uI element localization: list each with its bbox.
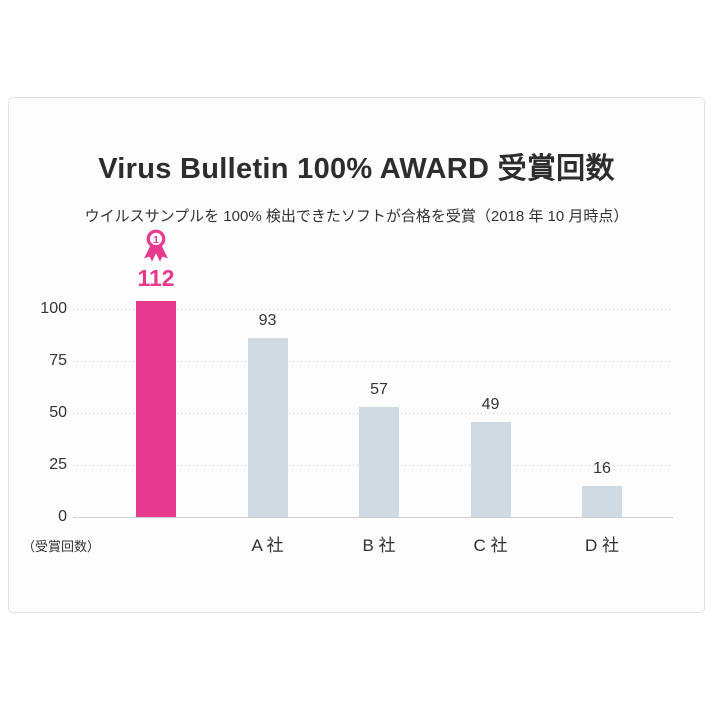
bar-value-label: 93	[258, 312, 277, 329]
bar	[582, 486, 622, 517]
y-tick-label: 100	[40, 300, 67, 318]
chart-subtitle: ウイルスサンプルを 100% 検出できたソフトが合格を受賞（2018 年 10 …	[84, 208, 629, 225]
x-category-label: D 社	[585, 536, 619, 555]
highlight-value-label: 112	[137, 265, 175, 291]
medal-rank-text: 1	[153, 235, 159, 246]
bar-value-label: 49	[481, 396, 500, 413]
y-tick-label: 25	[49, 456, 67, 474]
bar	[359, 407, 399, 517]
dotted-gridline	[73, 309, 673, 311]
x-category-label: B 社	[362, 536, 396, 555]
plot-area: 0 25 50 75 100 93 A 社 57 B 社 49 C 社 16 D 社	[9, 98, 704, 612]
x-category-label: A 社	[251, 536, 284, 555]
dotted-gridline	[73, 361, 673, 363]
bar	[470, 422, 511, 517]
highlight-bar	[136, 301, 176, 517]
bar	[247, 338, 288, 517]
bar-value-label: 57	[370, 381, 388, 398]
x-axis-baseline	[73, 517, 673, 518]
rank-1-medal-icon: 1	[139, 229, 173, 263]
bar-value-label: 16	[593, 460, 611, 477]
chart-card: Virus Bulletin 100% AWARD 受賞回数 ウイルスサンプルを…	[8, 97, 705, 613]
y-axis-unit-label: （受賞回数）	[21, 539, 100, 554]
y-tick-label: 0	[58, 508, 67, 525]
y-tick-label: 75	[49, 352, 67, 370]
x-category-label: C 社	[473, 536, 508, 555]
chart-title: Virus Bulletin 100% AWARD 受賞回数	[98, 153, 615, 185]
y-tick-label: 50	[49, 404, 67, 422]
